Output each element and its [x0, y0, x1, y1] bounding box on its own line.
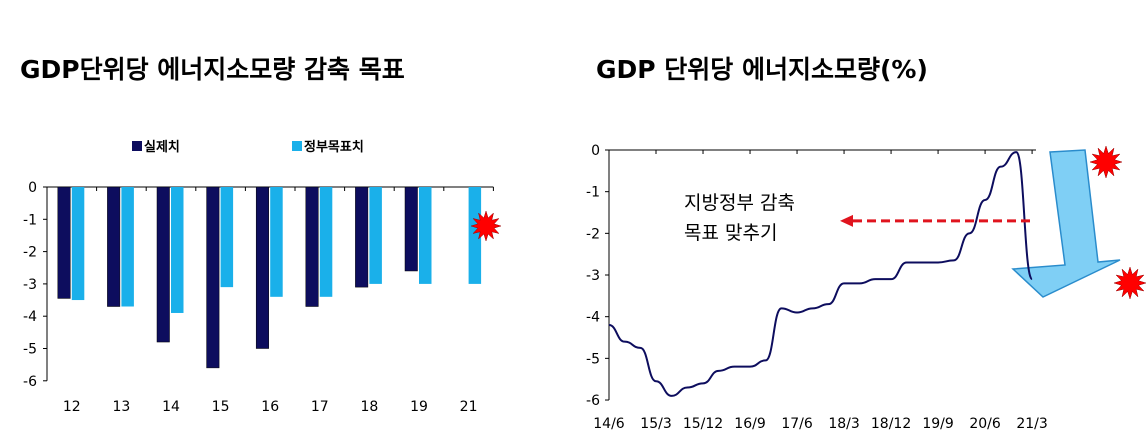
down-arrow-icon — [1011, 149, 1121, 298]
bar-target — [468, 187, 482, 284]
left-x-tick-label: 15 — [212, 399, 230, 415]
bar-actual — [57, 186, 71, 299]
right-x-tick-label: 18/12 — [871, 416, 911, 432]
right-x-tick-label: 18/3 — [828, 416, 859, 432]
bar-target — [270, 187, 283, 297]
right-y-tick-label: -5 — [586, 351, 600, 367]
left-y-tick-label: -5 — [23, 342, 37, 358]
bar-actual — [355, 186, 369, 288]
left-x-tick-label: 19 — [410, 399, 428, 415]
right-x-tick-label: 21/3 — [1016, 416, 1047, 432]
right-y-tick-label: -1 — [586, 185, 600, 201]
starburst-icon — [1089, 145, 1123, 179]
left-x-tick-label: 13 — [112, 399, 130, 415]
bar-actual — [404, 186, 418, 272]
left-chart-title: GDP단위당 에너지소모량 감축 목표 — [20, 55, 405, 84]
starburst-icon — [470, 210, 502, 242]
left-x-tick-label: 18 — [360, 399, 378, 415]
right-x-tick-label: 14/6 — [593, 416, 625, 432]
annotation-line2: 목표 맞추기 — [684, 222, 777, 244]
left-y-tick-label: -3 — [23, 277, 37, 293]
right-x-tick-label: 15/12 — [683, 416, 723, 432]
right-x-tick-label: 19/9 — [922, 416, 953, 432]
bar-target — [419, 187, 432, 284]
right-x-tick-label: 20/6 — [969, 416, 1001, 432]
bar-target — [319, 187, 333, 297]
legend-label: 실제치 — [144, 139, 180, 155]
left-x-tick-label: 12 — [63, 399, 81, 415]
bar-actual — [156, 186, 170, 343]
right-y-tick-label: -3 — [586, 268, 600, 284]
left-y-tick-label: -1 — [23, 212, 37, 228]
legend-swatch — [132, 141, 142, 151]
right-y-tick-label: -4 — [586, 310, 600, 326]
left-y-tick-label: -2 — [23, 245, 37, 261]
bar-target — [220, 187, 234, 288]
bar-actual — [107, 186, 121, 307]
arrow-head-icon — [840, 214, 853, 227]
bar-target — [369, 187, 382, 284]
right-x-tick-label: 16/9 — [734, 416, 765, 432]
series-line — [608, 151, 1034, 397]
bar-actual — [206, 186, 220, 369]
right-chart-title: GDP 단위당 에너지소모량(%) — [596, 55, 928, 84]
right-y-tick-label: -2 — [586, 226, 600, 242]
left-y-tick-label: 0 — [28, 180, 37, 196]
left-x-tick-label: 21 — [460, 399, 478, 415]
starburst-icon — [1113, 266, 1147, 300]
bar-target — [121, 187, 134, 307]
bar-actual — [305, 186, 319, 307]
bar-target — [71, 187, 85, 301]
left-y-tick-label: -4 — [23, 309, 37, 325]
right-x-tick-label: 15/3 — [640, 416, 671, 432]
legend-swatch — [292, 141, 302, 151]
right-y-tick-label: -6 — [586, 393, 600, 409]
right-y-tick-label: 0 — [591, 143, 600, 159]
annotation-line1: 지방정부 감축 — [684, 192, 795, 214]
left-x-tick-label: 17 — [311, 399, 329, 415]
bar-actual — [255, 186, 269, 349]
left-x-tick-label: 14 — [162, 399, 180, 415]
left-y-tick-label: -6 — [23, 374, 37, 390]
legend-label: 정부목표치 — [304, 139, 364, 155]
right-x-tick-label: 17/6 — [781, 416, 813, 432]
bar-target — [171, 187, 184, 313]
left-x-tick-label: 16 — [261, 399, 279, 415]
